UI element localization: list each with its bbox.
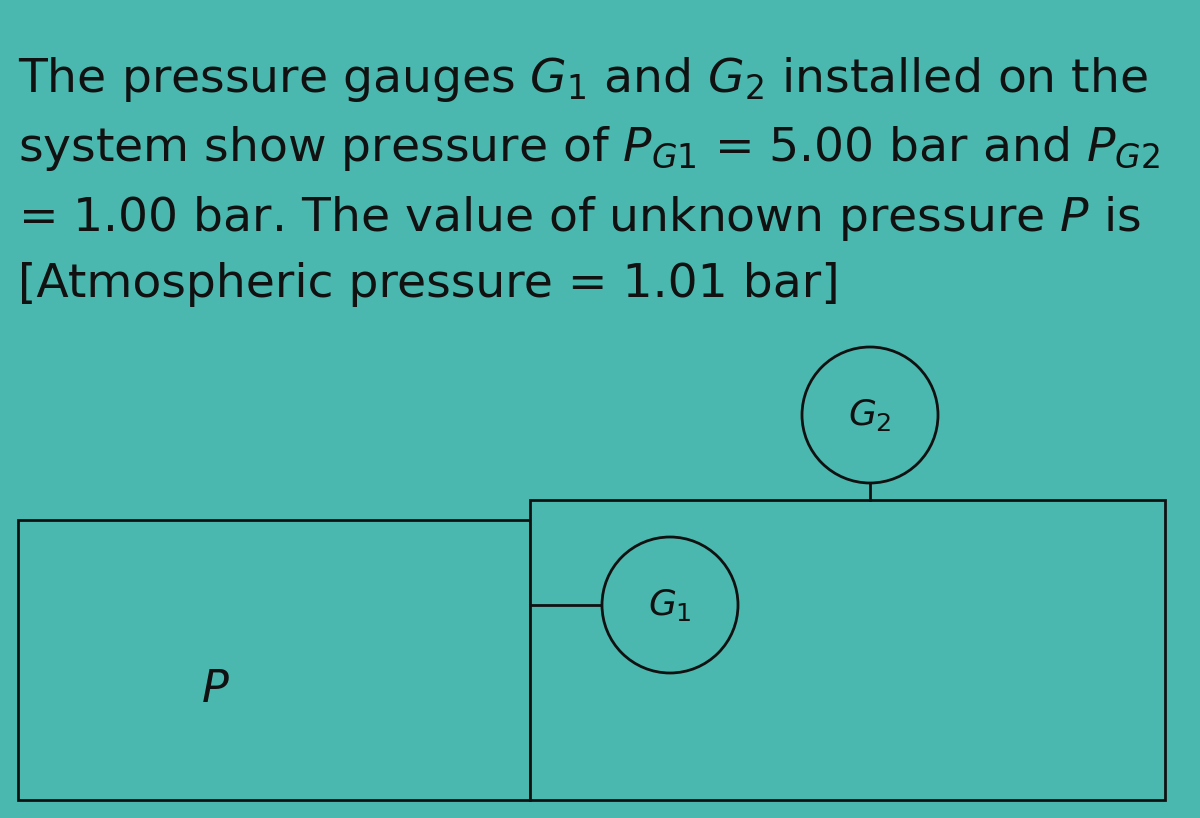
Text: $P$: $P$ bbox=[200, 668, 229, 712]
Text: The pressure gauges $G_1$ and $G_2$ installed on the
system show pressure of $P_: The pressure gauges $G_1$ and $G_2$ inst… bbox=[18, 55, 1160, 307]
Text: $G_1$: $G_1$ bbox=[648, 587, 692, 623]
Circle shape bbox=[602, 537, 738, 673]
Bar bbox=[18, 520, 530, 800]
Bar bbox=[530, 500, 1165, 800]
Text: $G_2$: $G_2$ bbox=[848, 397, 892, 433]
Circle shape bbox=[802, 347, 938, 483]
